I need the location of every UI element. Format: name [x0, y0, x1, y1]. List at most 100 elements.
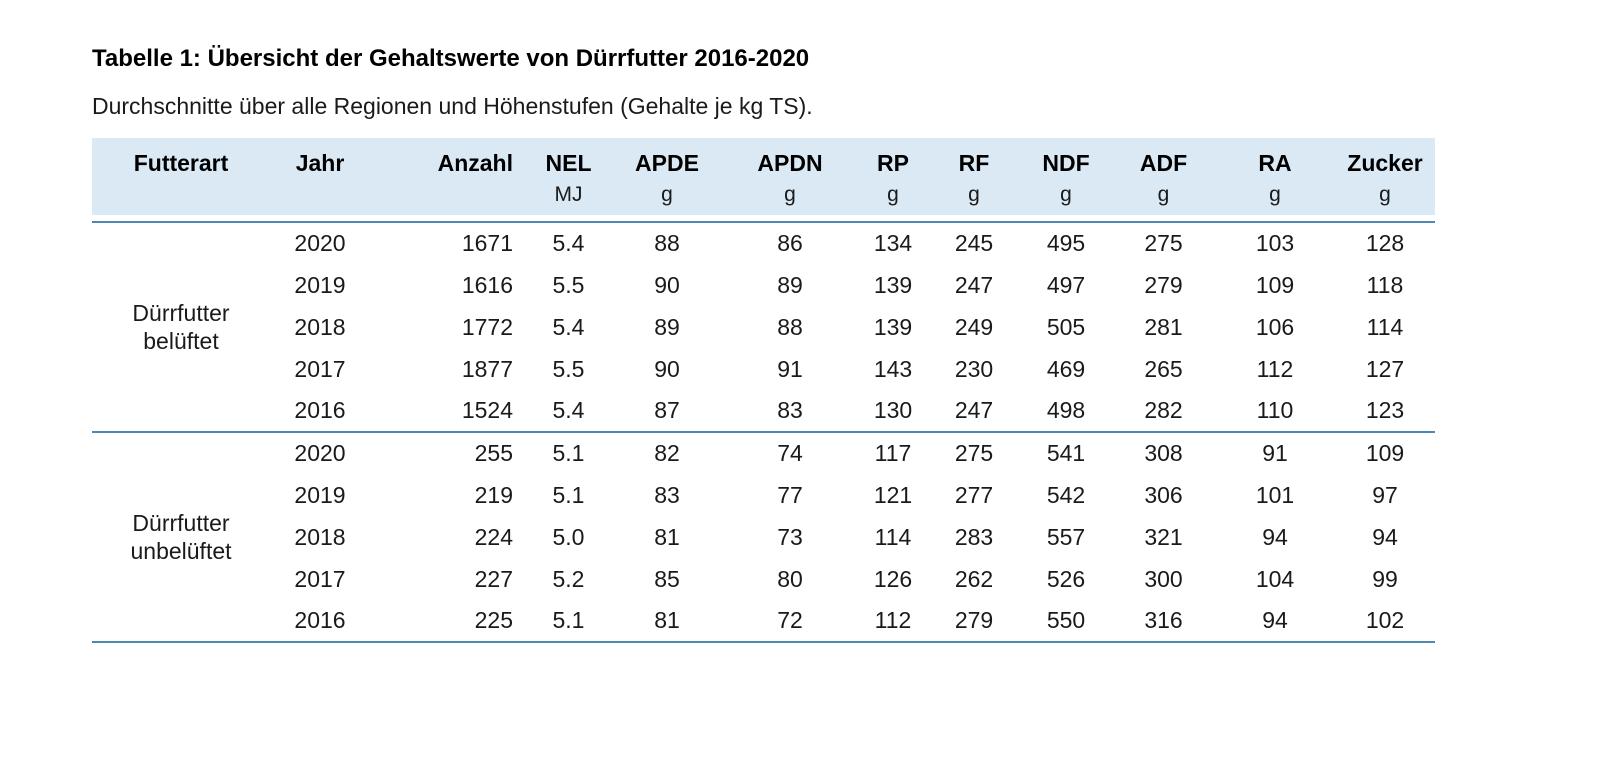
- cell-rf: 249: [954, 313, 994, 340]
- column-label-apde: APDE: [635, 150, 699, 176]
- column-unit-zucker: g: [1379, 183, 1391, 206]
- cell-rf: 230: [954, 355, 994, 382]
- cell-apde: 81: [612, 600, 722, 643]
- table-row: Dürrfutter unbelüftet 2020 255 5.1 82 74 117 27…: [92, 432, 1435, 643]
- cell-nel: 5.1: [525, 600, 612, 643]
- cell-ra: 91: [1262, 440, 1288, 466]
- cell-ra: 106: [1255, 313, 1295, 340]
- column-unit-ra: g: [1269, 183, 1281, 206]
- cell-anzahl: 224: [474, 523, 513, 550]
- cell-apde: 81: [654, 523, 680, 550]
- cell-zucker: 102: [1335, 600, 1435, 643]
- column-header-adf: ADF g: [1112, 138, 1215, 223]
- column-header-rf: RF g: [928, 138, 1020, 223]
- cell-zucker: 114: [1366, 313, 1404, 340]
- column-unit-adf: g: [1157, 183, 1170, 206]
- cell-jahr: 2018: [294, 313, 346, 340]
- table-title: Tabelle 1: Übersicht der Gehaltswerte vo…: [92, 45, 810, 72]
- cell-adf: 281: [1144, 313, 1183, 340]
- cell-rf: 279: [928, 600, 1020, 643]
- cell-apde: 90: [654, 271, 680, 298]
- cell-nel: 5.1: [552, 481, 585, 508]
- cell-rp: 121: [873, 481, 913, 508]
- column-header-jahr: Jahr: [270, 138, 370, 223]
- cell-ra: 104: [1255, 565, 1295, 592]
- column-unit-rp: g: [887, 183, 899, 206]
- cell-rp: 112: [858, 600, 928, 643]
- column-label-zucker: Zucker: [1347, 150, 1423, 176]
- cell-ra: 103: [1255, 230, 1295, 256]
- column-header-anzahl: Anzahl: [370, 138, 525, 223]
- cell-apde: 83: [654, 481, 680, 508]
- cell-apdn: 74: [777, 440, 803, 466]
- cell-apdn: 86: [777, 230, 803, 256]
- cell-ra: 94: [1262, 523, 1288, 550]
- cell-jahr: 2016: [270, 600, 370, 643]
- cell-jahr: 2017: [294, 565, 346, 592]
- cell-apde: 82: [654, 440, 680, 466]
- cell-jahr: 2018: [294, 523, 346, 550]
- cell-adf: 279: [1144, 271, 1183, 298]
- cell-apde: 88: [654, 230, 680, 256]
- cell-ra: 112: [1256, 355, 1294, 382]
- column-unit-apde: g: [661, 183, 673, 206]
- cell-rf: 247: [954, 271, 994, 298]
- column-label-apdn: APDN: [757, 150, 823, 176]
- cell-zucker: 109: [1365, 440, 1405, 466]
- cell-rp: 117: [874, 440, 912, 466]
- cell-rf: 247: [928, 390, 1020, 433]
- cell-nel: 5.4: [525, 390, 612, 433]
- cell-ra: 101: [1255, 481, 1295, 508]
- cell-apde: 89: [654, 313, 680, 340]
- cell-nel: 5.0: [552, 523, 585, 550]
- cell-jahr: 2019: [294, 481, 346, 508]
- cell-adf: 275: [1144, 230, 1183, 256]
- cell-rf: 275: [954, 440, 994, 466]
- cell-ndf: 497: [1046, 271, 1086, 298]
- cell-zucker: 123: [1335, 390, 1435, 433]
- table-row: 2016 1524 5.4 87 83 130 247 498 282 110 123: [92, 390, 1435, 433]
- cell-rf: 245: [954, 230, 994, 256]
- cell-anzahl: 1671: [461, 230, 513, 256]
- table-body: Dürrfutter belüftet 2020 1671 5.4 88 86 134 245…: [92, 222, 1435, 643]
- cell-zucker: 99: [1372, 565, 1398, 592]
- column-unit-rf: g: [968, 183, 980, 206]
- cell-ndf: 526: [1046, 565, 1086, 592]
- cell-ndf: 542: [1046, 481, 1086, 508]
- cell-rp: 126: [873, 565, 913, 592]
- cell-nel: 5.1: [552, 440, 585, 466]
- cell-ra: 110: [1215, 390, 1335, 433]
- gehaltswerte-table: Futterart Jahr Anzahl NEL MJ APDE g APDN g RP g RF g…: [92, 138, 1435, 643]
- cell-nel: 5.4: [552, 313, 585, 340]
- cell-rp: 139: [873, 313, 913, 340]
- column-label-jahr: Jahr: [295, 150, 345, 176]
- cell-zucker: 118: [1366, 271, 1404, 298]
- cell-ndf: 505: [1046, 313, 1086, 340]
- document-page: Tabelle 1: Übersicht der Gehaltswerte vo…: [92, 45, 1435, 643]
- column-header-rp: RP g: [858, 138, 928, 223]
- cell-ndf: 557: [1046, 523, 1086, 550]
- cell-ndf: 541: [1046, 440, 1086, 466]
- column-header-apde: APDE g: [612, 138, 722, 223]
- table-row: 2017 227 5.2 85 80 126 262 526 300 104 99: [92, 558, 1435, 600]
- cell-apde: 85: [654, 565, 680, 592]
- column-label-futterart: Futterart: [133, 150, 229, 176]
- cell-jahr: 2017: [294, 355, 346, 382]
- column-header-futterart: Futterart: [92, 138, 270, 223]
- column-header-apdn: APDN g: [722, 138, 858, 223]
- cell-ndf: 469: [1046, 355, 1086, 382]
- table-header: Futterart Jahr Anzahl NEL MJ APDE g APDN g RP g RF g…: [92, 138, 1435, 223]
- table-subtitle: Durchschnitte über alle Regionen und Höh…: [92, 93, 813, 119]
- cell-adf: 282: [1112, 390, 1215, 433]
- cell-ndf: 550: [1020, 600, 1112, 643]
- column-label-anzahl: Anzahl: [437, 150, 513, 176]
- cell-apde: 90: [654, 355, 680, 382]
- cell-rp: 143: [873, 355, 913, 382]
- cell-jahr: 2020: [294, 440, 346, 466]
- cell-rf: 277: [954, 481, 994, 508]
- cell-rf: 262: [954, 565, 994, 592]
- table-row: 2019 219 5.1 83 77 121 277 542 306 101 97: [92, 474, 1435, 516]
- cell-adf: 308: [1144, 440, 1183, 466]
- cell-ndf: 495: [1046, 230, 1086, 256]
- column-label-rp: RP: [877, 150, 909, 176]
